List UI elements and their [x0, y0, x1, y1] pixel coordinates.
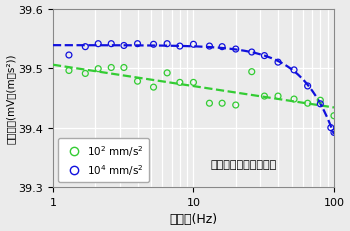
- Point: [261, 55, 267, 58]
- Point: [305, 85, 310, 88]
- Point: [249, 51, 254, 55]
- Point: [317, 99, 323, 103]
- Point: [121, 66, 127, 70]
- Point: [191, 81, 196, 85]
- Point: [96, 43, 101, 46]
- Point: [164, 72, 170, 75]
- Point: [177, 45, 183, 49]
- Point: [305, 102, 310, 106]
- Point: [219, 102, 225, 106]
- Point: [108, 43, 114, 46]
- Point: [206, 102, 212, 106]
- Point: [151, 43, 156, 47]
- Point: [328, 126, 334, 130]
- Point: [135, 80, 140, 84]
- Point: [275, 61, 281, 65]
- Point: [206, 45, 212, 49]
- Point: [233, 104, 239, 107]
- Point: [291, 98, 297, 101]
- Point: [164, 43, 170, 46]
- Point: [177, 81, 183, 85]
- Point: [275, 95, 281, 98]
- Point: [83, 72, 88, 76]
- Point: [291, 69, 297, 73]
- Point: [66, 54, 72, 58]
- Text: 点線：フィッティング: 点線：フィッティング: [210, 160, 276, 170]
- X-axis label: 周波数(Hz): 周波数(Hz): [169, 213, 217, 225]
- Point: [219, 46, 225, 49]
- Point: [108, 66, 114, 70]
- Point: [191, 43, 196, 47]
- Point: [96, 67, 101, 71]
- Point: [331, 131, 337, 135]
- Point: [249, 70, 254, 74]
- Point: [66, 69, 72, 73]
- Point: [233, 48, 239, 52]
- Point: [261, 95, 267, 98]
- Point: [135, 43, 140, 46]
- Legend: $10^2$ mm/s$^2$, $10^4$ mm/s$^2$: $10^2$ mm/s$^2$, $10^4$ mm/s$^2$: [58, 138, 149, 182]
- Point: [151, 86, 156, 90]
- Point: [83, 46, 88, 49]
- Y-axis label: 応答感度(mV／(m／s²)): 応答感度(mV／(m／s²)): [6, 53, 15, 143]
- Point: [121, 44, 127, 48]
- Point: [331, 114, 337, 118]
- Point: [317, 103, 323, 106]
